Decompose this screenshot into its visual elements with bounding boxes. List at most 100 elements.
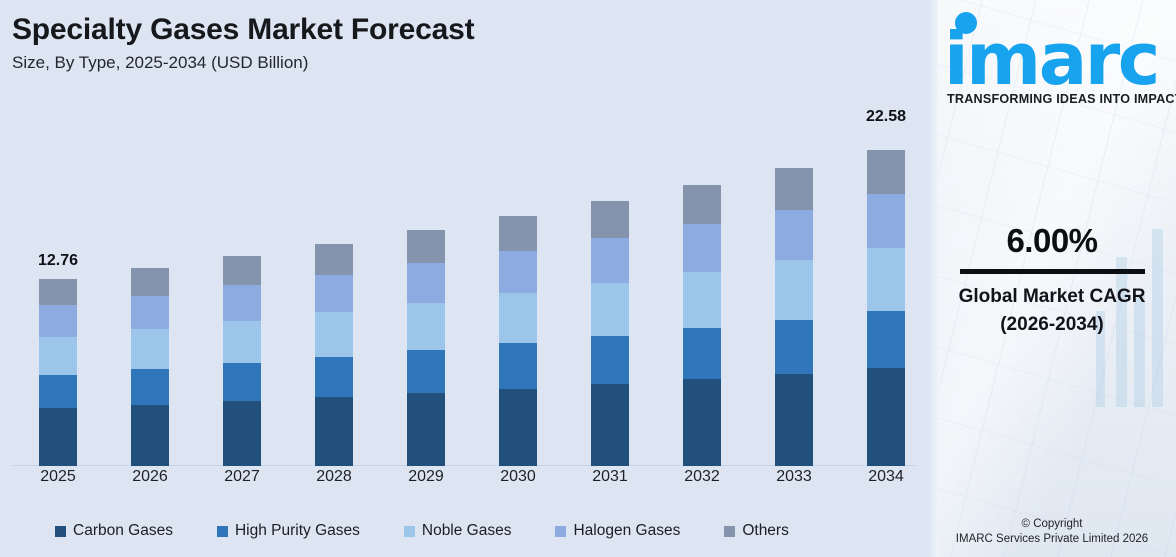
stacked-bar[interactable] bbox=[223, 255, 261, 466]
bar-segment[interactable] bbox=[591, 383, 629, 466]
stacked-bar[interactable] bbox=[775, 168, 813, 466]
legend-item-label: High Purity Gases bbox=[234, 522, 360, 539]
bar-segment[interactable] bbox=[223, 321, 261, 364]
bar-group bbox=[748, 100, 840, 466]
bar-segment[interactable] bbox=[39, 279, 77, 306]
legend-item-label: Carbon Gases bbox=[73, 522, 173, 539]
bar-segment[interactable] bbox=[683, 272, 721, 329]
legend-item[interactable]: Others bbox=[724, 522, 789, 540]
bar-segment[interactable] bbox=[315, 312, 353, 357]
bar-segment[interactable] bbox=[131, 404, 169, 466]
bar-segment[interactable] bbox=[131, 295, 169, 330]
x-axis-tick-2025: 2025 bbox=[40, 468, 76, 485]
bar-segment[interactable] bbox=[775, 168, 813, 210]
page-title: Specialty Gases Market Forecast bbox=[12, 13, 475, 46]
bar-segment[interactable] bbox=[683, 328, 721, 380]
bar-segment[interactable] bbox=[775, 320, 813, 374]
bar-segment[interactable] bbox=[223, 401, 261, 466]
stacked-bar[interactable] bbox=[407, 230, 445, 466]
bar-segment[interactable] bbox=[499, 343, 537, 389]
page-subtitle: Size, By Type, 2025-2034 (USD Billion) bbox=[12, 53, 309, 73]
x-axis-tick-2030: 2030 bbox=[500, 468, 536, 485]
legend-swatch-icon bbox=[555, 525, 567, 537]
bar-segment[interactable] bbox=[407, 263, 445, 304]
bar-segment[interactable] bbox=[775, 260, 813, 321]
bar-segment[interactable] bbox=[775, 209, 813, 261]
stacked-bar[interactable] bbox=[867, 135, 905, 466]
bar-segment[interactable] bbox=[775, 373, 813, 466]
bar-segment[interactable] bbox=[39, 408, 77, 466]
bar-segment[interactable] bbox=[131, 267, 169, 296]
bar-segment[interactable] bbox=[407, 392, 445, 466]
bar-group bbox=[472, 100, 564, 466]
bar-segment[interactable] bbox=[499, 388, 537, 466]
legend-item[interactable]: Carbon Gases bbox=[55, 522, 173, 540]
decorative-bar bbox=[1152, 229, 1163, 407]
bar-group bbox=[564, 100, 656, 466]
stacked-bar[interactable] bbox=[131, 267, 169, 466]
bar-group bbox=[196, 100, 288, 466]
bar-segment[interactable] bbox=[867, 368, 905, 466]
bar-segment[interactable] bbox=[591, 283, 629, 337]
legend-item-label: Halogen Gases bbox=[573, 522, 681, 539]
x-axis-tick-2033: 2033 bbox=[776, 468, 812, 485]
bar-segment[interactable] bbox=[315, 274, 353, 313]
legend-item[interactable]: High Purity Gases bbox=[216, 522, 360, 540]
bar-group: 22.58 bbox=[840, 100, 932, 466]
bar-segment[interactable] bbox=[39, 374, 77, 409]
legend-swatch-icon bbox=[724, 525, 736, 537]
bar-segment[interactable] bbox=[223, 363, 261, 402]
chart-legend: Carbon Gases High Purity Gases Noble Gases… bbox=[0, 516, 928, 546]
bar-segment[interactable] bbox=[499, 293, 537, 344]
x-axis-labels: 2025 2026 2027 2028 2029 2030 2031 2032 2033 2034 bbox=[0, 468, 928, 494]
bar-segment[interactable] bbox=[683, 185, 721, 225]
stacked-bar[interactable] bbox=[683, 185, 721, 466]
branding-background bbox=[928, 0, 1176, 557]
branding-panel: imarc TRANSFORMING IDEAS INTO IMPACT 6.0… bbox=[928, 0, 1176, 557]
legend-swatch-icon bbox=[55, 525, 66, 537]
imarc-logo-tagline: TRANSFORMING IDEAS INTO IMPACT bbox=[947, 92, 1176, 106]
cagr-caption-primary: Global Market CAGR bbox=[958, 286, 1146, 307]
stacked-bar[interactable] bbox=[315, 243, 353, 466]
bar-segment[interactable] bbox=[407, 303, 445, 351]
x-axis-tick-2027: 2027 bbox=[224, 468, 260, 485]
bar-group bbox=[104, 100, 196, 466]
title-block: Specialty Gases Market Forecast Size, By… bbox=[12, 13, 892, 73]
legend-swatch-icon bbox=[216, 525, 228, 537]
bar-segment[interactable] bbox=[683, 379, 721, 466]
bar-segment[interactable] bbox=[407, 230, 445, 264]
panel-divider bbox=[928, 0, 938, 557]
bar-segment[interactable] bbox=[39, 337, 77, 375]
bar-segment[interactable] bbox=[223, 285, 261, 322]
copyright-line-1: © Copyright bbox=[1021, 518, 1083, 530]
x-axis-tick-2026: 2026 bbox=[132, 468, 168, 485]
stacked-bar[interactable] bbox=[39, 279, 77, 466]
bar-segment[interactable] bbox=[867, 248, 905, 312]
bar-segment[interactable] bbox=[131, 329, 169, 369]
bar-segment[interactable] bbox=[499, 215, 537, 251]
stacked-bar[interactable] bbox=[591, 200, 629, 466]
bar-segment[interactable] bbox=[867, 150, 905, 195]
bar-segment[interactable] bbox=[591, 336, 629, 384]
bar-segment[interactable] bbox=[315, 356, 353, 398]
bar-segment[interactable] bbox=[223, 255, 261, 286]
legend-item[interactable]: Noble Gases bbox=[403, 522, 511, 540]
bar-segment[interactable] bbox=[591, 237, 629, 284]
imarc-logo: imarc TRANSFORMING IDEAS INTO IMPACT bbox=[944, 10, 1176, 106]
bar-segment[interactable] bbox=[867, 194, 905, 249]
bar-segment[interactable] bbox=[39, 305, 77, 338]
bar-segment[interactable] bbox=[131, 368, 169, 405]
bar-segment[interactable] bbox=[407, 350, 445, 393]
imarc-logo-dot-icon bbox=[955, 12, 977, 34]
bar-segment[interactable] bbox=[315, 397, 353, 466]
bar-segment[interactable] bbox=[499, 250, 537, 294]
stacked-bar[interactable] bbox=[499, 215, 537, 466]
copyright-block: © Copyright IMARC Services Private Limit… bbox=[928, 518, 1176, 545]
bar-segment[interactable] bbox=[867, 311, 905, 369]
bar-segment[interactable] bbox=[315, 243, 353, 275]
cagr-block: 6.00% Global Market CAGR (2026-2034) bbox=[928, 222, 1176, 336]
bar-segment[interactable] bbox=[591, 200, 629, 238]
decorative-bar bbox=[1116, 257, 1127, 407]
legend-item[interactable]: Halogen Gases bbox=[555, 522, 680, 540]
bar-segment[interactable] bbox=[683, 224, 721, 273]
